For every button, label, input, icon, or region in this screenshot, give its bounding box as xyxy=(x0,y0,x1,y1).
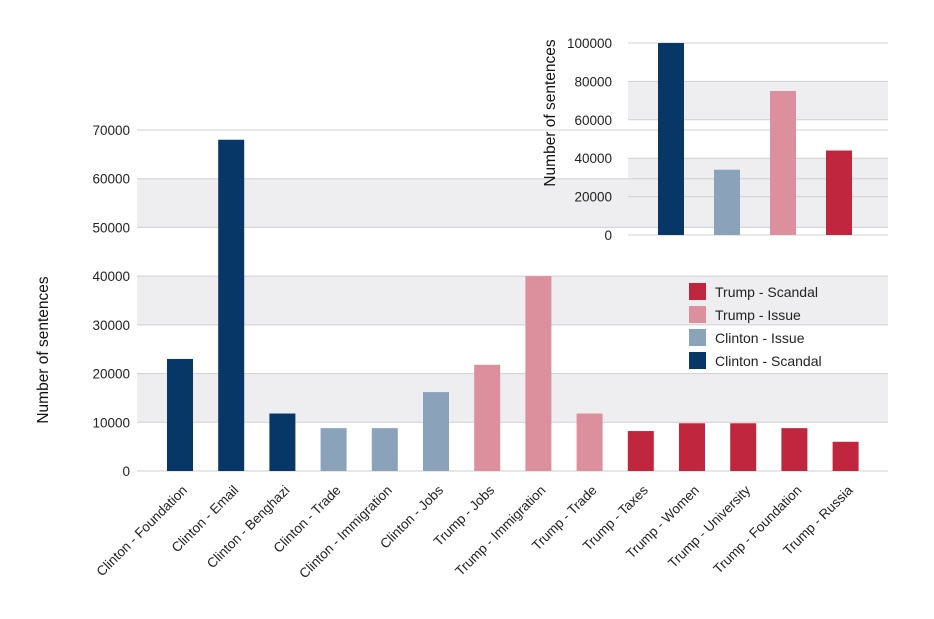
legend-label-clinton-scandal: Clinton - Scandal xyxy=(715,353,822,369)
legend-label-trump-scandal: Trump - Scandal xyxy=(715,284,818,300)
main-y-tick-label: 30000 xyxy=(92,318,130,333)
inset-y-axis-label: Number of sentences xyxy=(542,39,559,187)
main-bar-trump-foundation xyxy=(781,428,808,471)
main-y-tick-label: 70000 xyxy=(92,123,130,138)
inset-bar-trump-issue xyxy=(770,91,796,235)
inset-y-tick-labels: 0 20000 40000 60000 80000 100000 xyxy=(567,36,612,243)
inset-bar-clinton-scandal xyxy=(658,43,684,235)
inset-bars xyxy=(658,43,852,235)
main-bar-clinton-email xyxy=(218,139,245,471)
legend-label-clinton-issue: Clinton - Issue xyxy=(715,330,805,346)
inset-y-tick-label: 100000 xyxy=(567,36,612,51)
main-bar-trump-taxes xyxy=(627,431,654,471)
main-bar-clinton-foundation xyxy=(167,358,193,471)
main-y-tick-label: 0 xyxy=(122,464,130,479)
inset-y-tick-label: 20000 xyxy=(574,190,612,205)
main-grid-band xyxy=(137,276,888,325)
main-bar-trump-women xyxy=(679,423,705,471)
legend-label-trump-issue: Trump - Issue xyxy=(715,307,801,323)
main-y-tick-labels: 0 10000 20000 30000 40000 50000 60000 70000 xyxy=(92,123,130,479)
main-grid-band xyxy=(137,373,888,423)
legend-swatch-trump-scandal xyxy=(689,283,706,300)
legend: Trump - Scandal Trump - Issue Clinton - … xyxy=(689,283,822,369)
inset-y-tick-label: 80000 xyxy=(574,74,612,89)
main-bar-trump-trade xyxy=(576,413,603,471)
main-y-tick-label: 50000 xyxy=(92,220,130,235)
main-y-tick-label: 20000 xyxy=(92,367,130,382)
legend-swatch-clinton-scandal xyxy=(689,352,706,369)
inset-bar-clinton-issue xyxy=(714,169,740,235)
legend-swatch-clinton-issue xyxy=(689,329,706,346)
inset-y-tick-label: 0 xyxy=(604,228,612,243)
main-y-tick-label: 10000 xyxy=(92,415,130,430)
x-tick-label-clinton-foundation: Clinton - Foundation xyxy=(94,483,191,580)
main-grid-bands xyxy=(137,178,888,423)
inset-bar-trump-scandal xyxy=(826,150,852,235)
main-y-tick-label: 40000 xyxy=(92,269,130,284)
inset-y-tick-label: 60000 xyxy=(574,113,612,128)
main-bar-trump-jobs xyxy=(474,364,501,471)
x-tick-label-trump-immigration: Trump - Immigration xyxy=(452,483,548,579)
inset-y-tick-label: 40000 xyxy=(574,151,612,166)
main-bar-trump-russia xyxy=(832,441,859,471)
main-bars xyxy=(167,139,859,471)
main-bar-trump-university xyxy=(730,423,757,471)
main-bar-clinton-benghazi xyxy=(269,413,296,471)
main-bar-trump-immigration xyxy=(525,276,552,471)
main-y-tick-label: 60000 xyxy=(92,172,130,187)
main-bar-clinton-jobs xyxy=(423,392,449,471)
main-y-axis-label: Number of sentences xyxy=(35,276,52,424)
main-bar-clinton-immigration xyxy=(371,428,398,471)
x-tick-label-trump-foundation: Trump - Foundation xyxy=(710,483,804,577)
legend-swatch-trump-issue xyxy=(689,306,706,323)
x-tick-label-clinton-immigration: Clinton - Immigration xyxy=(296,483,395,582)
main-gridlines xyxy=(137,129,888,472)
main-bar-clinton-trade xyxy=(320,428,347,471)
